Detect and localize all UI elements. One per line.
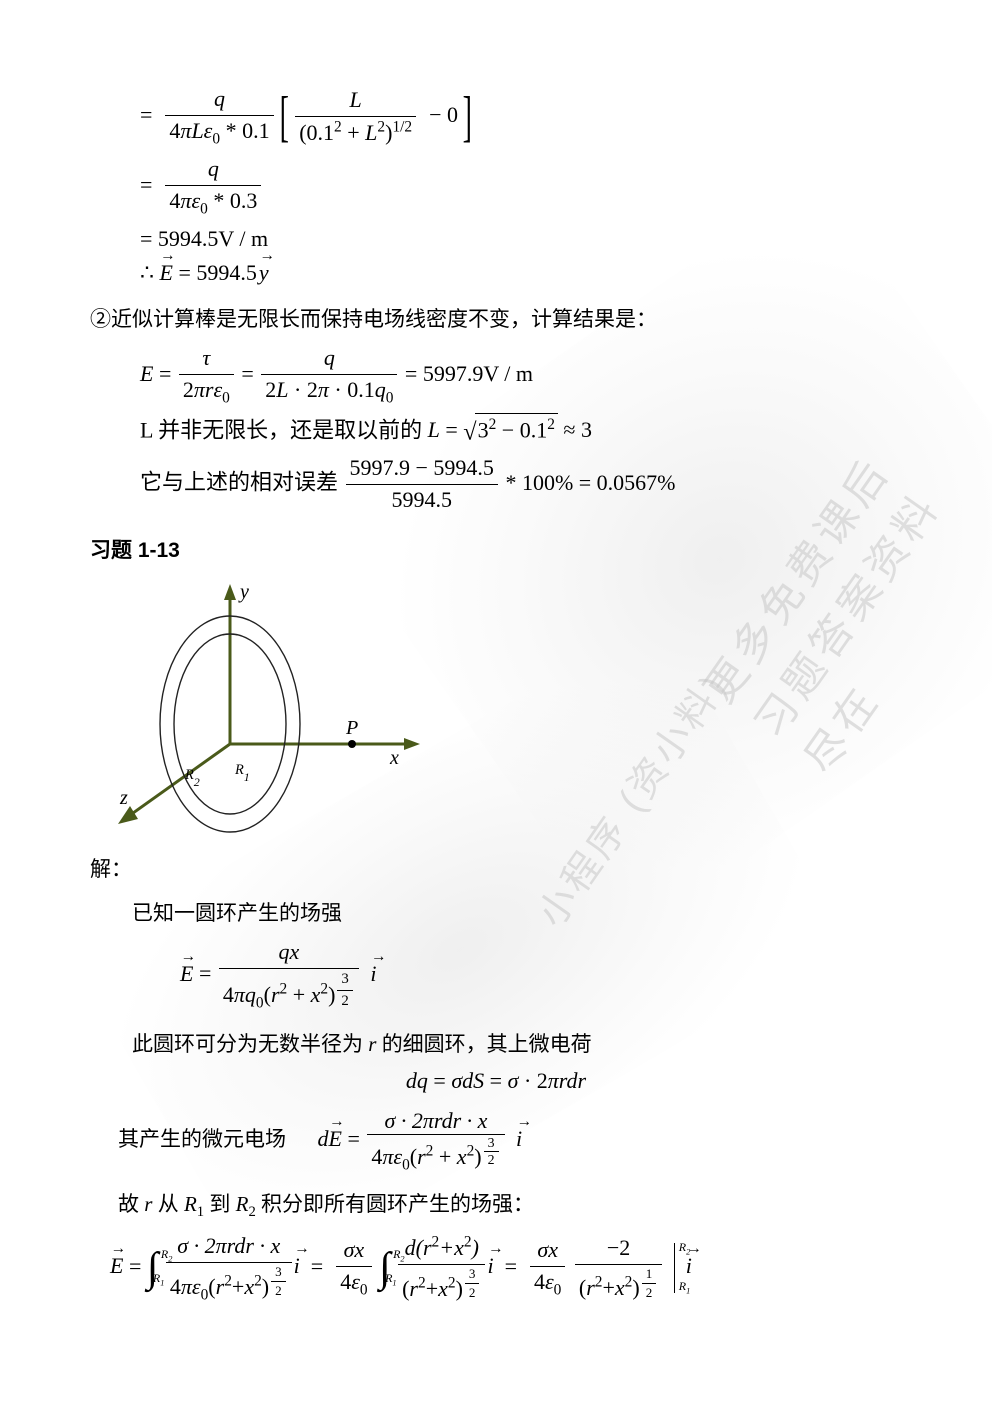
eq1-br-den: (0.12 + L2)1/2 [299, 120, 412, 145]
diagram-svg: y x z R1 R2 P [90, 574, 430, 834]
eq1-l3-text: = 5994.5V / m [140, 226, 268, 251]
eq2-n1: τ [202, 345, 210, 370]
page-content: = q 4πLε0 * 0.1 [ L (0.12 + L2)1/2 − 0 ]… [0, 0, 992, 1403]
eq6-n2a: σx [344, 1237, 365, 1262]
para-integral-text: 故 r 从 R1 到 R2 积分即所有圆环产生的场强： [118, 1192, 534, 1216]
eq6: E = ∫ R2 R1 σ · 2πrdr · x 4πε0(r2+x2)32 … [110, 1231, 902, 1305]
eq2: E = τ 2πrε0 = q 2L · 2π · 0.1q0 = 5997.9… [140, 343, 902, 409]
eq5-den: 4πε0(r2 + x2)32 [371, 1144, 500, 1169]
err-den: 5994.5 [346, 485, 498, 516]
para-split-text: 此圆环可分为无数半径为 r 的细圆环，其上微电荷 [132, 1032, 592, 1056]
para-err: 它与上述的相对误差 5997.9 − 5994.5 5994.5 * 100% … [140, 453, 902, 516]
point-P [348, 740, 356, 748]
para-L-approx: ≈ 3 [563, 417, 592, 442]
para-dE-label: 其产生的微元电场 [118, 1127, 286, 1151]
para-integral: 故 r 从 R1 到 R2 积分即所有圆环产生的场强： [118, 1188, 902, 1221]
eq5-num: σ · 2πrdr · x [384, 1108, 487, 1133]
eq3: E = qx 4πq0(r2 + x2)32 i [180, 937, 902, 1014]
eq6-n3b: −2 [607, 1235, 630, 1260]
point-P-label: P [345, 717, 358, 739]
eq1-l2-den: 4πε0 * 0.3 [169, 188, 257, 213]
eq6-n1: σ · 2πrdr · x [177, 1233, 280, 1258]
para-L-prefix: L 并非无限长，还是取以前的 [140, 417, 422, 442]
eq6-d3a: 4ε0 [534, 1269, 561, 1294]
err-tail: * 100% = 0.0567% [505, 470, 675, 495]
para-split: 此圆环可分为无数半径为 r 的细圆环，其上微电荷 [90, 1028, 902, 1058]
eq1-line1: = q 4πLε0 * 0.1 [ L (0.12 + L2)1/2 − 0 ] [140, 84, 902, 150]
eq6-d2b: (r2+x2)32 [402, 1276, 481, 1301]
para-dE: 其产生的微元电场 dE = σ · 2πrdr · x 4πε0(r2 + x2… [118, 1108, 902, 1174]
eq4: dq = σdS = σ · 2πrdr [90, 1068, 902, 1094]
eq1-line4: ∴ E = 5994.5y [140, 258, 902, 289]
z-label: z [119, 787, 128, 809]
x-arrowhead-icon [404, 738, 420, 750]
z-axis [126, 744, 230, 818]
para-err-prefix: 它与上述的相对误差 [140, 470, 338, 495]
eq1-l2-num: q [208, 156, 219, 181]
ring-R1-label: R1 [234, 762, 250, 784]
eq2-rhs: = 5997.9V / m [405, 361, 533, 386]
eq6-n2b: d(r2+x2) [405, 1235, 479, 1260]
eval-bar-icon: R2 R1 [674, 1243, 675, 1293]
eq1-frac1-den: 4πLε0 * 0.1 [169, 118, 269, 143]
section-title: 习题 1-13 [90, 534, 902, 564]
integral-icon-1: ∫ R2 R1 [147, 1252, 159, 1286]
eq1-frac1-num: q [214, 86, 225, 111]
eq6-d1: 4πε0(r2+x2)32 [170, 1274, 288, 1299]
para-known: 已知一圆环产生的场强 [90, 897, 902, 927]
eq1-br-num: L [350, 87, 362, 112]
rbracket-icon: ] [462, 89, 471, 145]
eq2-d1: 2πrε0 [183, 377, 230, 402]
eq1-tail: − 0 [424, 102, 458, 127]
para-approx: ②近似计算棒是无限长而保持电场线密度不变，计算结果是： [90, 303, 902, 333]
diagram-ring-axes: y x z R1 R2 P [90, 574, 902, 839]
para-L: L 并非无限长，还是取以前的 L = √32 − 0.12 ≈ 3 [140, 413, 902, 450]
eq1-lhs: = [140, 102, 158, 127]
para-L-rad: 32 − 0.12 [475, 413, 558, 446]
eq6-n3a: σx [537, 1237, 558, 1262]
eq6-d2a: 4ε0 [340, 1269, 367, 1294]
eq1-line3: = 5994.5V / m [140, 224, 902, 255]
y-arrowhead-icon [224, 584, 236, 600]
eq3-den: 4πq0(r2 + x2)32 [223, 982, 355, 1007]
eq6-d3b: (r2+x2)12 [579, 1275, 658, 1300]
lbracket-icon: [ [280, 89, 289, 145]
err-num: 5997.9 − 5994.5 [346, 453, 498, 485]
eq2-n2: q [324, 345, 335, 370]
eq1-l4-text: ∴ E = 5994.5y [140, 260, 269, 285]
ring-R2-label: R2 [184, 767, 200, 789]
x-label: x [389, 747, 399, 769]
eq2-d2: 2L · 2π · 0.1q0 [265, 377, 393, 402]
solution-label: 解： [90, 853, 902, 883]
eq1-line2: = q 4πε0 * 0.3 [140, 154, 902, 220]
eq3-num: qx [278, 939, 299, 964]
integral-icon-2: ∫ R2 R1 [379, 1252, 391, 1286]
y-label: y [238, 581, 249, 603]
